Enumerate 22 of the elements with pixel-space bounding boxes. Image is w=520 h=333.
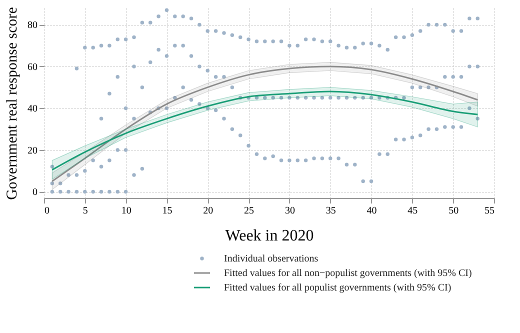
x-tick-label: 5 xyxy=(82,206,88,216)
x-tick-label: 50 xyxy=(448,206,459,216)
legend-label: Fitted values for all non−populist governments (with 95% CI) xyxy=(224,268,472,279)
x-tick-label: 20 xyxy=(203,206,214,216)
x-tick-label: 10 xyxy=(121,206,132,216)
x-tick-label: 15 xyxy=(162,206,172,216)
y-tick-label: 80 xyxy=(28,20,38,32)
y-tick-label: 20 xyxy=(28,145,38,156)
y-tick-label: 40 xyxy=(28,104,38,115)
y-tick-label: 60 xyxy=(28,62,38,73)
x-tick-label: 30 xyxy=(284,206,295,216)
x-tick-label: 45 xyxy=(408,206,418,216)
legend-label: Fitted values for all populist governments (with 95% CI) xyxy=(224,282,452,294)
legend-label: Individual observations xyxy=(224,253,318,264)
x-axis-title: Week in 2020 xyxy=(225,228,314,244)
x-tick-label: 40 xyxy=(366,206,377,216)
x-tick-label: 0 xyxy=(44,206,50,216)
x-tick-label: 25 xyxy=(244,206,254,216)
y-tick-label: 0 xyxy=(32,187,38,198)
x-tick-label: 55 xyxy=(484,206,494,216)
y-axis-title: Government real response score xyxy=(4,6,20,200)
x-tick-label: 35 xyxy=(326,206,336,216)
